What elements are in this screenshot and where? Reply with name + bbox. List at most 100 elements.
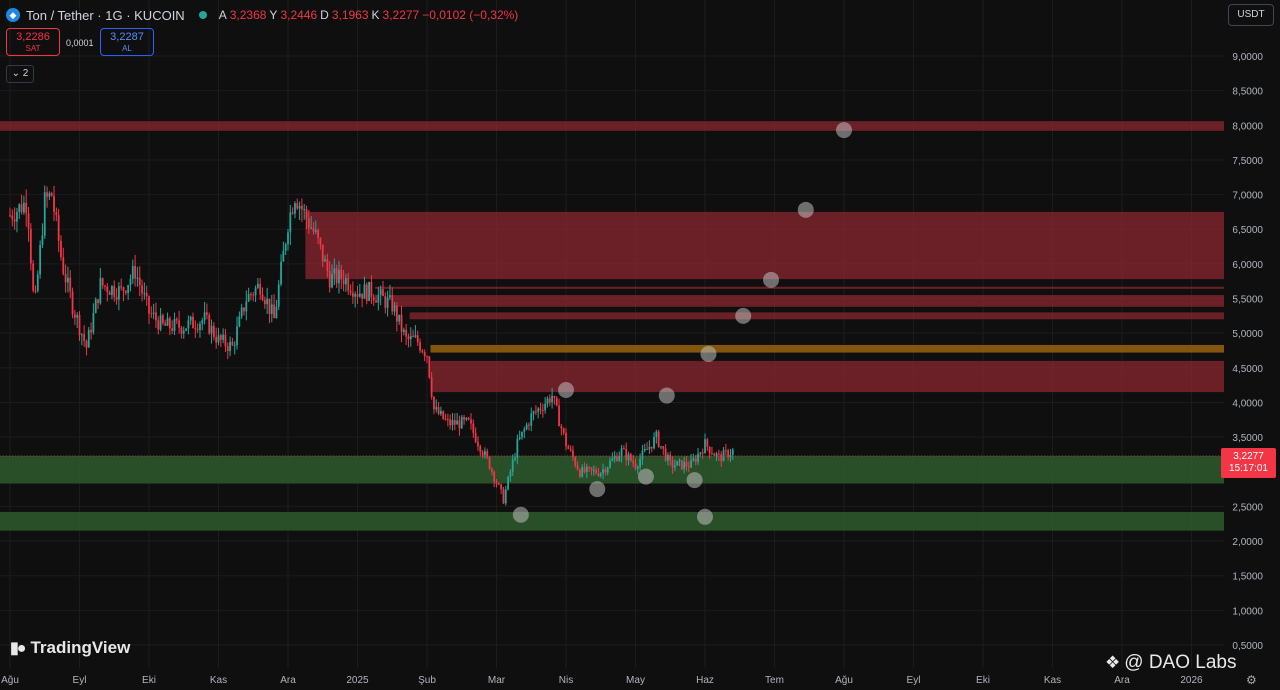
- candle-body: [307, 218, 310, 228]
- candle-body: [53, 195, 55, 213]
- candle-body: [488, 457, 491, 469]
- candle-body: [32, 263, 35, 291]
- settings-gear-icon[interactable]: ⚙: [1246, 673, 1257, 687]
- candle-body: [321, 244, 324, 262]
- sell-button[interactable]: 3,2286 SAT: [6, 28, 60, 56]
- candle-body: [342, 279, 345, 285]
- candle-body: [377, 294, 380, 303]
- candle-body: [521, 431, 523, 438]
- candle-body: [604, 469, 607, 473]
- candle-body: [199, 323, 201, 331]
- candle-body: [386, 297, 389, 308]
- price-axis[interactable]: 9,0000 8,5000 8,0000 7,5000 7,0000 6,5000 6,00…: [1224, 0, 1280, 690]
- candle-body: [713, 453, 716, 456]
- candle-body: [694, 458, 697, 462]
- candle-body: [187, 320, 190, 329]
- candle-body: [518, 437, 521, 439]
- time-tick-label: Eki: [976, 675, 990, 686]
- candle-body: [490, 468, 493, 472]
- price-tick-label: 1,5000: [1232, 572, 1263, 583]
- tradingview-wordmark: TradingView: [30, 638, 131, 657]
- candle-body: [43, 192, 46, 236]
- candle-body: [673, 465, 676, 468]
- candle-body: [233, 345, 236, 347]
- candle-body: [530, 413, 533, 426]
- candle-body: [395, 305, 398, 322]
- candle-body: [317, 229, 320, 239]
- layers-count: 2: [22, 68, 29, 79]
- dao-labs-credit: ❖ @ DAO Labs: [1105, 652, 1236, 674]
- candle-body: [599, 473, 602, 476]
- candle-body: [55, 212, 58, 216]
- candle-body: [687, 466, 690, 468]
- candle-body: [284, 244, 287, 251]
- candle-body: [618, 456, 621, 461]
- candle-body: [335, 268, 338, 284]
- candle-body: [99, 278, 102, 304]
- candle-body: [625, 448, 628, 461]
- candle-body: [414, 335, 417, 337]
- candle-body: [333, 268, 336, 274]
- candle-body: [579, 469, 581, 477]
- tradingview-icon: ▮●: [10, 640, 27, 657]
- candle-body: [159, 315, 162, 330]
- spread-value: 0,0001: [66, 38, 94, 48]
- target-marker: [658, 387, 675, 404]
- candle-body: [467, 417, 470, 420]
- target-marker: [735, 307, 752, 324]
- buy-button[interactable]: 3,2287 AL: [100, 28, 154, 56]
- candle-body: [83, 334, 86, 341]
- candle-body: [711, 453, 713, 455]
- sell-label: SAT: [25, 44, 41, 53]
- zones-layer: [0, 121, 1225, 531]
- candle-body: [731, 449, 734, 455]
- candle-body: [592, 469, 595, 471]
- candle-body: [162, 315, 164, 324]
- candle-body: [567, 446, 570, 449]
- candle-body: [229, 341, 231, 352]
- candle-body: [597, 473, 600, 476]
- tradingview-logo[interactable]: ▮● TradingView: [10, 638, 130, 658]
- candle-body: [486, 451, 489, 458]
- candle-body: [641, 450, 644, 459]
- price-tick-label: 4,0000: [1232, 398, 1263, 409]
- candle-body: [361, 293, 364, 299]
- target-marker: [797, 201, 814, 218]
- candle-body: [113, 286, 116, 297]
- candle-body: [481, 452, 484, 456]
- candle-body: [534, 411, 537, 413]
- candle-body: [664, 448, 667, 461]
- candle-body: [138, 277, 141, 286]
- candle-body: [124, 290, 127, 293]
- indicators-toggle-button[interactable]: ⌄ 2: [6, 65, 34, 83]
- candle-body: [384, 296, 387, 308]
- candle-body: [289, 212, 292, 233]
- time-tick-label: Ağu: [1, 675, 19, 686]
- time-axis[interactable]: Ağu Eyl Eki Kas Ara 2025 Şub Mar Nis May Haz Tem Ağu…: [1, 675, 1203, 686]
- price-tick-label: 2,5000: [1232, 502, 1263, 513]
- candle-body: [345, 278, 347, 285]
- candle-body: [173, 319, 176, 331]
- currency-select[interactable]: USDT: [1228, 4, 1274, 26]
- candle-body: [338, 269, 340, 284]
- candle-body: [101, 278, 104, 286]
- ohlc-value: 3,2368: [229, 8, 267, 22]
- symbol-title[interactable]: Ton / Tether · 1G · KUCOIN: [26, 7, 185, 23]
- candle-body: [85, 340, 88, 348]
- candle-body: [389, 295, 391, 298]
- candle-body: [152, 312, 155, 314]
- candle-body: [553, 395, 556, 398]
- candle-body: [643, 449, 646, 451]
- resistance-zone: [0, 121, 1224, 131]
- candle-body: [699, 452, 702, 454]
- candle-body: [351, 292, 354, 297]
- candle-body: [212, 325, 215, 338]
- candle-body: [375, 300, 377, 303]
- candle-body: [657, 431, 660, 447]
- price-tick-label: 7,5000: [1232, 156, 1263, 167]
- candle-body: [326, 259, 329, 271]
- candle-body: [458, 420, 461, 429]
- candle-body: [224, 334, 227, 347]
- price-tick-label: 9,0000: [1232, 52, 1263, 63]
